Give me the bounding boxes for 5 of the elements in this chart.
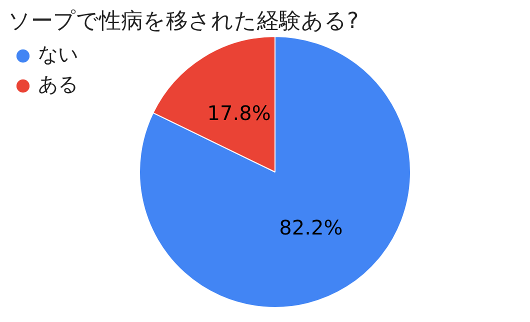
data-label: 82.2% bbox=[279, 216, 343, 240]
data-label: 17.8% bbox=[207, 100, 271, 125]
legend-label: ある bbox=[38, 72, 78, 96]
legend-label: ない bbox=[38, 42, 78, 66]
chart-title: ソープで性病を移された経験ある? bbox=[8, 8, 360, 36]
